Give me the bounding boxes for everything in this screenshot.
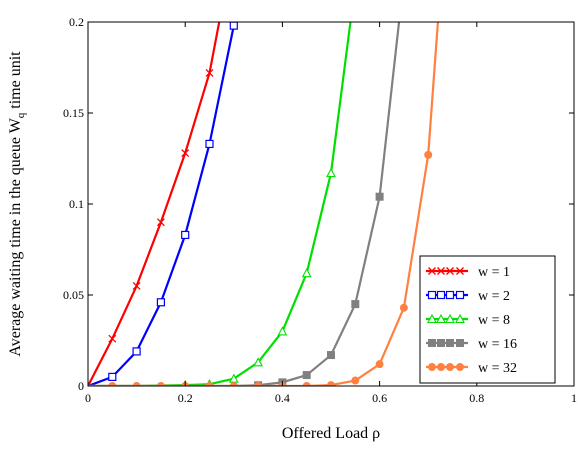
data-point-w16	[327, 351, 335, 360]
data-point-w32	[156, 382, 165, 386]
y-axis-title: Average waiting time in the queue Wq tim…	[7, 51, 27, 357]
legend-marker	[428, 363, 436, 371]
x-tick-label: 1	[571, 391, 577, 405]
data-point-w16	[351, 300, 360, 309]
data-point-w32	[399, 303, 408, 312]
x-tick-label: 0.6	[372, 391, 387, 405]
legend-item-w2: w = 2	[426, 289, 510, 304]
data-point-w32	[375, 360, 384, 369]
data-point-w2	[108, 372, 117, 381]
data-point-w16	[302, 371, 311, 380]
data-point-w2	[132, 347, 141, 356]
data-point-w32	[108, 382, 117, 386]
legend-marker	[456, 339, 464, 347]
data-point-w2	[205, 139, 214, 149]
data-point-w1	[108, 334, 117, 343]
data-point-w1	[156, 218, 165, 227]
data-point-w8	[326, 167, 336, 178]
legend-marker	[446, 267, 454, 275]
y-axis-title-sub: q	[15, 112, 27, 118]
legend-marker	[446, 363, 454, 371]
legend-label: w = 8	[478, 313, 510, 328]
legend-label: w = 32	[478, 361, 517, 376]
data-point-w1	[132, 281, 141, 290]
data-point-w16	[375, 192, 384, 201]
data-point-w32	[132, 382, 141, 386]
legend-marker	[428, 339, 436, 347]
legend-marker	[437, 339, 445, 347]
legend-marker	[437, 267, 445, 275]
y-tick-label: 0	[78, 379, 84, 393]
data-point-w2	[156, 298, 165, 307]
data-point-w32	[302, 382, 311, 386]
legend-marker	[456, 363, 464, 371]
data-point-w1	[181, 149, 190, 157]
legend-item-w8: w = 8	[426, 313, 510, 328]
data-point-w32	[351, 376, 360, 385]
series-w1	[88, 22, 221, 386]
legend-marker	[446, 339, 454, 347]
y-axis-title-main: Average waiting time in the queue W	[7, 117, 24, 356]
legend-item-w32: w = 32	[426, 361, 517, 376]
data-point-w1	[205, 69, 214, 77]
legend-marker	[456, 267, 464, 275]
legend-label: w = 16	[478, 337, 517, 352]
legend-marker	[436, 290, 446, 300]
data-point-w8	[277, 326, 288, 336]
data-point-w8	[301, 267, 312, 278]
data-point-w8	[253, 357, 264, 367]
x-tick-label: 0.4	[275, 391, 290, 405]
legend: w = 1 w = 2 w = 8 w = 16 w = 32	[419, 255, 556, 384]
legend-marker	[436, 313, 446, 324]
y-axis-title-tail: time unit	[7, 51, 24, 113]
legend-marker	[437, 363, 445, 371]
y-tick-label: 0.05	[63, 288, 84, 302]
data-point-w32	[254, 382, 263, 386]
legend-label: w = 1	[478, 265, 510, 280]
legend-marker	[428, 267, 436, 275]
x-tick-label: 0.8	[469, 391, 484, 405]
legend-marker	[455, 313, 465, 324]
legend-label: w = 2	[478, 289, 510, 304]
data-point-w2	[229, 22, 238, 30]
data-point-w32	[327, 381, 335, 386]
legend-marker	[427, 290, 437, 300]
data-point-w32	[205, 382, 214, 386]
legend-item-w1: w = 1	[426, 265, 510, 280]
data-point-w32	[229, 382, 238, 386]
x-tick-label: 0	[85, 391, 91, 405]
x-axis-title: Offered Load ρ	[282, 425, 380, 442]
y-tick-label: 0.15	[63, 106, 84, 120]
y-tick-label: 0.2	[69, 15, 84, 29]
data-point-w2	[181, 230, 190, 240]
legend-marker	[445, 313, 455, 324]
legend-marker	[427, 313, 437, 324]
x-tick-label: 0.2	[178, 391, 193, 405]
data-point-w32	[424, 150, 433, 159]
legend-marker	[445, 290, 455, 300]
legend-marker	[455, 290, 465, 300]
legend-item-w16: w = 16	[426, 337, 517, 352]
y-tick-label: 0.1	[69, 197, 84, 211]
